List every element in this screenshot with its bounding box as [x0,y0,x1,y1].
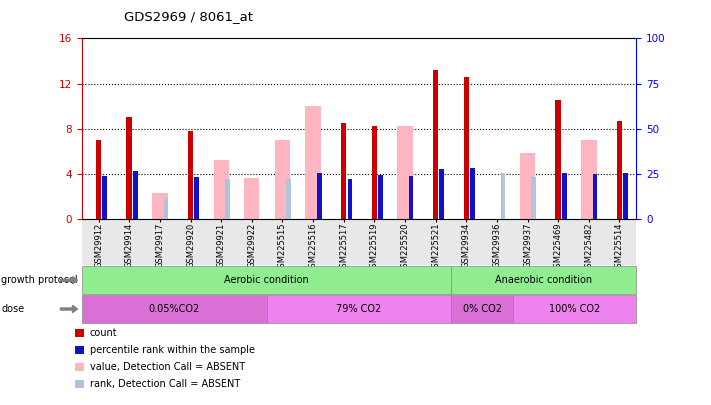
Bar [102,176,107,219]
Bar [624,173,628,219]
Bar [531,177,536,219]
Bar [593,176,597,219]
Bar [555,100,561,219]
Bar [341,123,346,219]
Bar [397,126,412,219]
Text: growth protocol: growth protocol [1,275,78,285]
Bar [225,179,230,219]
Bar [439,169,444,219]
Bar [164,198,169,219]
Text: GDS2969 / 8061_at: GDS2969 / 8061_at [124,10,253,23]
Bar [581,140,597,219]
Bar [501,173,506,219]
Text: rank, Detection Call = ABSENT: rank, Detection Call = ABSENT [90,379,240,389]
Bar [188,131,193,219]
Text: count: count [90,328,117,338]
Text: 0% CO2: 0% CO2 [463,304,502,314]
Bar [409,176,413,219]
Bar [133,171,138,219]
Bar [152,193,168,219]
Text: 79% CO2: 79% CO2 [336,304,382,314]
Bar [348,179,352,219]
Bar [378,175,383,219]
Bar [464,77,469,219]
Bar [470,168,475,219]
Text: percentile rank within the sample: percentile rank within the sample [90,345,255,355]
Text: dose: dose [1,304,25,314]
Text: 100% CO2: 100% CO2 [549,304,600,314]
Bar [127,117,132,219]
Bar [287,179,291,219]
Text: 0.05%CO2: 0.05%CO2 [149,304,200,314]
Bar [520,153,535,219]
Bar [274,140,290,219]
Bar [213,160,229,219]
Text: value, Detection Call = ABSENT: value, Detection Call = ABSENT [90,362,245,372]
Text: Aerobic condition: Aerobic condition [224,275,309,285]
Bar [372,126,377,219]
Bar [244,178,260,219]
Bar [616,121,622,219]
Bar [194,177,199,219]
Bar [306,106,321,219]
Bar [433,70,439,219]
Bar [593,174,597,219]
Bar [317,173,321,219]
Text: Anaerobic condition: Anaerobic condition [496,275,592,285]
Bar [96,140,102,219]
Bar [562,173,567,219]
